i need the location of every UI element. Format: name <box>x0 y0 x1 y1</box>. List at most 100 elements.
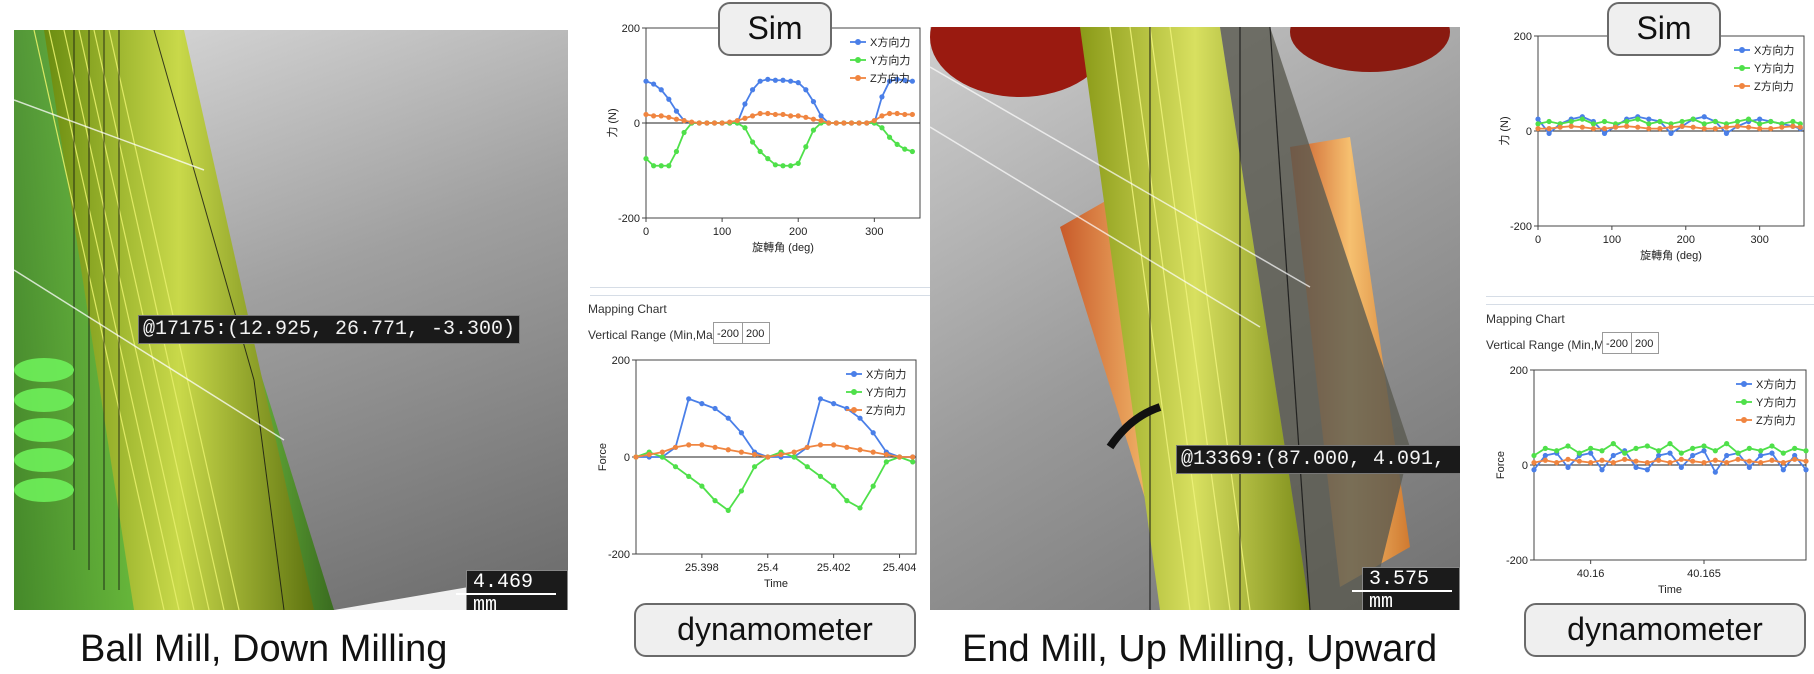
data-point-y <box>1734 118 1741 125</box>
data-point-x <box>699 401 705 407</box>
vertical-range-max-input[interactable]: 200 <box>742 322 770 344</box>
data-point-z <box>712 444 718 450</box>
data-point-y <box>1565 443 1571 449</box>
vertical-range-label: Vertical Range (Min,Max): <box>1486 338 1625 352</box>
data-point-y <box>725 507 731 513</box>
data-point-z <box>864 120 870 126</box>
data-point-y <box>902 146 908 152</box>
data-point-y <box>804 464 810 470</box>
data-point-x <box>817 396 824 402</box>
data-point-z <box>772 111 778 118</box>
data-point-z <box>643 111 649 118</box>
vertical-range-min-input[interactable]: -200 <box>713 322 743 344</box>
legend-marker <box>1741 417 1747 423</box>
data-point-z <box>883 451 889 458</box>
legend-entry: Z方向力 <box>1754 79 1794 93</box>
data-point-z <box>1667 460 1673 466</box>
data-point-x <box>658 87 664 93</box>
data-point-x <box>1757 116 1763 122</box>
data-point-z <box>1723 124 1730 130</box>
data-point-y <box>817 473 824 479</box>
x-tick-label: 0 <box>643 226 649 238</box>
data-point-x <box>795 80 801 86</box>
data-point-x <box>1723 130 1730 136</box>
series-line-x <box>636 397 913 458</box>
data-point-z <box>1612 124 1619 130</box>
data-point-z <box>1646 126 1652 132</box>
scale-readout: 3.575 mm <box>1362 567 1460 610</box>
end-mill-render <box>930 27 1450 610</box>
data-point-x <box>757 78 763 84</box>
data-point-y <box>672 464 679 470</box>
data-point-x <box>879 94 885 100</box>
y-axis-label: 力 (N) <box>606 108 619 137</box>
data-point-z <box>725 447 731 453</box>
series-line-x <box>645 78 913 124</box>
data-point-z <box>803 114 809 120</box>
data-point-z <box>1758 460 1764 466</box>
data-point-z <box>1542 457 1548 463</box>
data-point-z <box>1565 456 1571 462</box>
data-point-x <box>1668 130 1674 136</box>
data-point-z <box>719 120 725 126</box>
data-point-x <box>1792 452 1798 459</box>
data-point-y <box>1757 121 1763 127</box>
y-tick-label: 0 <box>1526 126 1532 138</box>
vertical-range-max-input[interactable]: 200 <box>1631 332 1659 354</box>
data-point-z <box>738 449 745 455</box>
data-point-z <box>1779 124 1785 130</box>
data-point-y <box>1646 121 1652 127</box>
data-point-y <box>788 163 794 169</box>
data-point-z <box>666 114 672 120</box>
data-point-y <box>1568 118 1574 125</box>
y-tick-label: 200 <box>1514 31 1532 43</box>
data-point-z <box>1712 126 1718 132</box>
scale-bar <box>456 593 556 595</box>
data-point-y <box>857 505 863 511</box>
data-point-y <box>1546 118 1552 125</box>
data-point-y <box>1678 450 1684 456</box>
data-point-z <box>1712 457 1718 463</box>
data-point-z <box>651 113 657 119</box>
data-point-y <box>738 488 745 494</box>
x-tick-label: 200 <box>1677 234 1695 246</box>
data-point-x <box>772 77 778 83</box>
y-axis-label: 力 (N) <box>1498 116 1511 145</box>
data-point-y <box>1633 445 1639 451</box>
data-point-z <box>672 444 679 450</box>
data-point-z <box>818 118 824 124</box>
data-point-x <box>780 77 786 83</box>
data-point-y <box>1746 445 1752 451</box>
y-axis-label: Force <box>597 443 609 471</box>
legend-marker <box>1741 381 1747 387</box>
legend-entry: Y方向力 <box>870 53 910 67</box>
y-tick-label: -200 <box>1506 555 1528 567</box>
data-point-y <box>879 125 885 131</box>
data-point-z <box>788 113 794 119</box>
data-point-x <box>1656 452 1662 459</box>
data-point-z <box>1701 460 1707 466</box>
data-point-z <box>1633 458 1639 464</box>
data-point-x <box>1701 448 1707 454</box>
data-point-y <box>831 483 837 489</box>
data-point-z <box>1724 460 1730 466</box>
data-point-x <box>818 113 824 119</box>
data-point-z <box>1535 126 1541 132</box>
x-tick-label: 200 <box>789 226 807 238</box>
data-point-z <box>894 110 900 117</box>
data-point-z <box>633 454 639 460</box>
data-point-z <box>841 120 847 126</box>
data-point-z <box>1557 124 1563 130</box>
data-point-z <box>1746 458 1752 464</box>
x-tick-label: 40.16 <box>1577 568 1605 580</box>
data-point-y <box>658 163 664 169</box>
vertical-range-min-input[interactable]: -200 <box>1602 332 1632 354</box>
legend-marker <box>851 389 857 395</box>
data-point-z <box>1678 456 1684 462</box>
x-tick-label: 25.398 <box>685 562 719 574</box>
data-point-x <box>1712 469 1718 475</box>
data-point-y <box>844 498 850 504</box>
legend-entry: Y方向力 <box>866 385 906 399</box>
data-point-z <box>1656 457 1662 463</box>
